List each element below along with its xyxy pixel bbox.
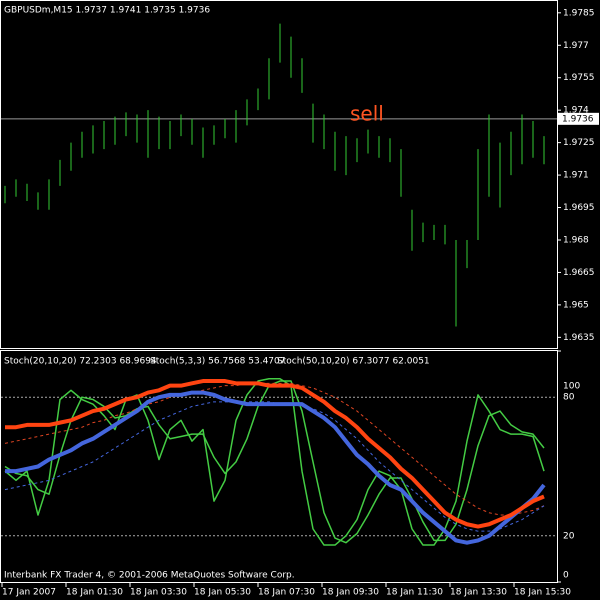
x-tick-label: 18 Jan 07:30 — [258, 588, 315, 598]
x-tick-label: 18 Jan 13:30 — [450, 588, 507, 598]
price-panel — [0, 0, 558, 349]
y-tick-label: 1.974 — [563, 106, 589, 116]
y-tick-label: 1.9755 — [563, 73, 595, 83]
indicator-line — [5, 390, 546, 545]
y-tick-label: 0 — [563, 571, 569, 581]
y-tick-label: 1.9635 — [563, 333, 595, 343]
indicator-line — [5, 379, 545, 529]
x-tick-label: 18 Jan 09:30 — [322, 588, 379, 598]
x-tick-label: 18 Jan 11:30 — [386, 588, 443, 598]
x-tick-label: 18 Jan 01:30 — [66, 588, 123, 598]
y-tick-label: 1.9725 — [563, 138, 595, 148]
x-tick-label: 17 Jan 2007 — [2, 588, 56, 598]
y-tick-label: 1.965 — [563, 300, 589, 310]
indicator-line — [4, 377, 545, 546]
y-tick-label: 1.9785 — [563, 8, 595, 18]
x-tick-label: 18 Jan 03:30 — [130, 588, 187, 598]
y-tick-label: 1.971 — [563, 171, 589, 181]
x-tick-label: 18 Jan 15:30 — [514, 588, 571, 598]
y-tick-label: 100 — [563, 382, 580, 392]
x-tick-label: 18 Jan 05:30 — [194, 588, 251, 598]
level-label: 20 — [563, 531, 575, 541]
indicator-panel — [0, 350, 558, 583]
indicator-title: Stoch(5,3,3) 56.7568 53.4707 — [150, 357, 285, 367]
y-tick-label: 1.977 — [563, 41, 589, 51]
footer: Interbank FX Trader 4, © 2001-2006 MetaQ… — [4, 571, 295, 581]
y-tick-label: 1.9695 — [563, 203, 595, 213]
symbol-title: GBPUSDm,M15 1.9737 1.9741 1.9735 1.9736 — [4, 6, 210, 16]
level-label: 80 — [563, 393, 575, 403]
indicator-title: Stoch(50,10,20) 67.3077 62.0051 — [277, 357, 430, 367]
price-tag: 1.9736 — [562, 114, 594, 124]
price-tag-bg — [558, 112, 599, 125]
indicator-line — [4, 382, 545, 516]
y-tick-label: 1.968 — [563, 235, 589, 245]
annotation: sell — [350, 101, 384, 125]
y-tick-label: 1.9665 — [563, 268, 595, 278]
indicator-title: Stoch(20,10,20) 72.2303 68.9694 — [4, 357, 157, 367]
